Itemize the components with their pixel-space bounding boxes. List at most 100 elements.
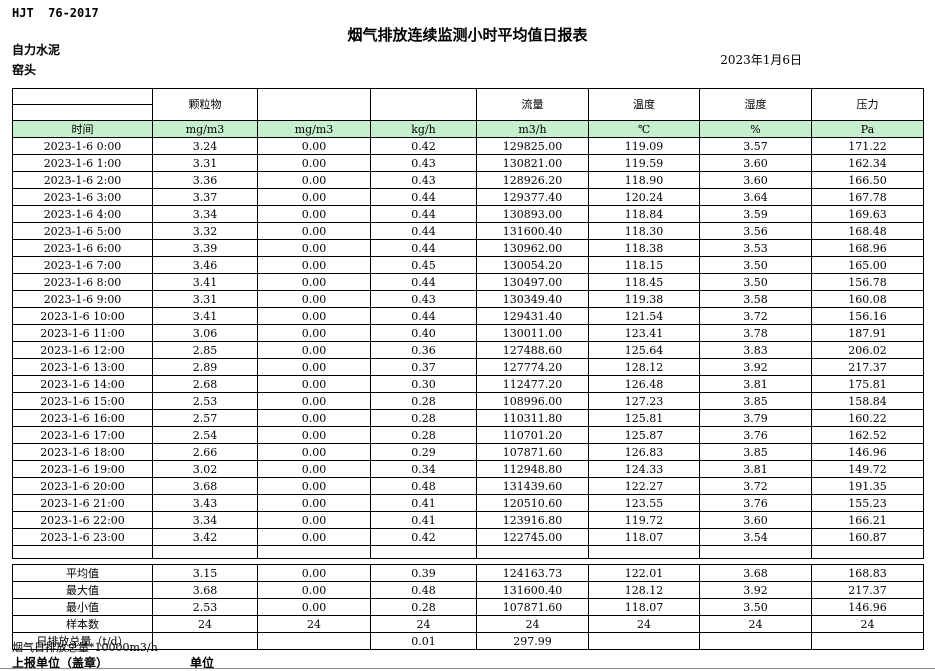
value-cell: 0.44 [370,205,477,223]
value-cell: 0.28 [370,392,477,410]
value-cell: 118.07 [588,528,700,546]
value-cell: 24 [152,615,258,633]
time-cell: 2023-1-6 23:00 [12,528,153,546]
value-cell: 128.12 [588,581,700,599]
table-row: 2023-1-6 8:00 3.41 0.00 0.44 130497.00 118.45… [12,273,924,291]
table-row: 2023-1-6 21:00 3.43 0.00 0.41 120510.60 123.5… [12,494,924,512]
table-row: 2023-1-6 13:00 2.89 0.00 0.37 127774.20 128.1… [12,358,924,376]
value-cell: 0.28 [370,426,477,444]
value-cell: 160.08 [811,290,924,308]
value-cell: 3.34 [152,511,258,529]
value-cell: 107871.60 [476,598,589,616]
station-name: 窑头 [12,63,37,77]
header-corner-bottom [12,104,153,121]
summary-label-cell: 样本数 [12,615,153,633]
value-cell: 0.00 [257,528,371,546]
header-group-particulate: 颗粒物 [152,88,258,121]
table-row: 2023-1-6 19:00 3.02 0.00 0.34 112948.80 124.3… [12,460,924,478]
value-cell: 0.44 [370,307,477,325]
table-row: 2023-1-6 22:00 3.34 0.00 0.41 123916.80 119.7… [12,511,924,529]
summary-row: 最小值 2.53 0.00 0.28 107871.60 118.07 3.50 146.96 [12,598,924,616]
summary-row: 最大值 3.68 0.00 0.48 131600.40 128.12 3.92 217.37 [12,581,924,599]
value-cell [811,545,924,559]
value-cell: 0.00 [257,154,371,172]
value-cell: 128.12 [588,358,700,376]
value-cell: 0.00 [257,273,371,291]
value-cell: 3.41 [152,273,258,291]
value-cell: 0.28 [370,409,477,427]
value-cell: 0.00 [257,511,371,529]
value-cell: 171.22 [811,137,924,155]
value-cell: 24 [588,615,700,633]
value-cell: 0.00 [257,324,371,342]
unit-time: 时间 [12,120,153,138]
standard-code: HJT 76-2017 [12,6,99,20]
value-cell: 24 [476,615,589,633]
value-cell: 156.16 [811,307,924,325]
value-cell: 146.96 [811,598,924,616]
value-cell: 120.24 [588,188,700,206]
value-cell: 3.72 [699,477,812,495]
value-cell: 0.00 [257,375,371,393]
value-cell: 0.44 [370,222,477,240]
value-cell: 112477.20 [476,375,589,393]
time-cell: 2023-1-6 2:00 [12,171,153,189]
time-cell: 2023-1-6 9:00 [12,290,153,308]
table-row: 2023-1-6 1:00 3.31 0.00 0.43 130821.00 119.59… [12,154,924,172]
time-cell: 2023-1-6 16:00 [12,409,153,427]
value-cell: 3.31 [152,154,258,172]
value-cell: 3.57 [699,137,812,155]
time-cell: 2023-1-6 22:00 [12,511,153,529]
value-cell: 160.22 [811,409,924,427]
value-cell [699,545,812,559]
value-cell: 162.34 [811,154,924,172]
value-cell: 129825.00 [476,137,589,155]
time-cell: 2023-1-6 15:00 [12,392,153,410]
value-cell: 158.84 [811,392,924,410]
value-cell: 0.48 [370,581,477,599]
value-cell: 206.02 [811,341,924,359]
value-cell: 0.29 [370,443,477,461]
time-cell: 2023-1-6 20:00 [12,477,153,495]
table-row: 2023-1-6 12:00 2.85 0.00 0.36 127488.60 125.6… [12,341,924,359]
value-cell: 3.78 [699,324,812,342]
value-cell: 118.38 [588,239,700,257]
table-row: 2023-1-6 15:00 2.53 0.00 0.28 108996.00 127.2… [12,392,924,410]
value-cell: 3.36 [152,171,258,189]
value-cell: 128926.20 [476,171,589,189]
value-cell: 0.37 [370,358,477,376]
value-cell: 3.02 [152,460,258,478]
table-row: 2023-1-6 6:00 3.39 0.00 0.44 130962.00 118.38… [12,239,924,257]
value-cell: 119.72 [588,511,700,529]
report-table-area: 颗粒物 流量 温度 湿度 压力 时间 mg/m3 mg/m3 kg/h m3/h… [12,88,924,650]
value-cell: 0.00 [257,307,371,325]
value-cell: 0.43 [370,154,477,172]
table-row: 2023-1-6 23:00 3.42 0.00 0.42 122745.00 118.0… [12,528,924,546]
value-cell: 160.87 [811,528,924,546]
value-cell: 130497.00 [476,273,589,291]
value-cell: 130011.00 [476,324,589,342]
value-cell: 165.00 [811,256,924,274]
table-row: 2023-1-6 2:00 3.36 0.00 0.43 128926.20 118.90… [12,171,924,189]
value-cell: 3.34 [152,205,258,223]
time-cell: 2023-1-6 4:00 [12,205,153,223]
table-row: 2023-1-6 20:00 3.68 0.00 0.48 131439.60 122.2… [12,477,924,495]
value-cell [152,632,258,650]
header-group-humidity: 湿度 [699,88,812,121]
summary-label-cell: 最大值 [12,581,153,599]
value-cell [152,545,258,559]
value-cell: 0.39 [370,564,477,582]
table-row: 2023-1-6 7:00 3.46 0.00 0.45 130054.20 118.15… [12,256,924,274]
value-cell: 130962.00 [476,239,589,257]
value-cell: 2.53 [152,392,258,410]
value-cell: 0.42 [370,528,477,546]
table-row: 2023-1-6 9:00 3.31 0.00 0.43 130349.40 119.38… [12,290,924,308]
value-cell [257,545,371,559]
value-cell: 130054.20 [476,256,589,274]
summary-label-cell: 日排放总量（t/d） [12,632,153,650]
value-cell: 149.72 [811,460,924,478]
time-cell: 2023-1-6 1:00 [12,154,153,172]
value-cell: 118.15 [588,256,700,274]
value-cell: 3.60 [699,511,812,529]
value-cell: 3.06 [152,324,258,342]
